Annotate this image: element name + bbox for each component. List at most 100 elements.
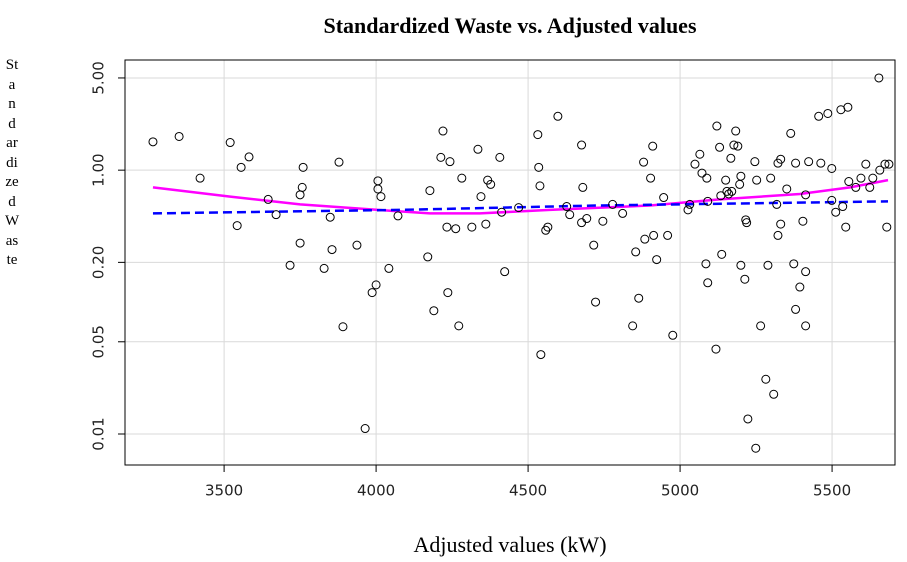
point xyxy=(457,173,467,183)
point xyxy=(685,199,695,209)
point xyxy=(868,173,878,183)
point xyxy=(769,389,779,399)
point xyxy=(648,141,658,151)
point xyxy=(652,255,662,265)
point xyxy=(814,111,824,121)
point xyxy=(827,163,837,173)
point xyxy=(798,216,808,226)
point xyxy=(729,140,739,150)
point xyxy=(752,175,762,185)
point xyxy=(295,238,305,248)
point xyxy=(683,205,693,215)
x-axis-label: Adjusted values (kW) xyxy=(413,532,606,557)
point xyxy=(497,207,507,217)
point xyxy=(712,121,722,131)
point xyxy=(735,179,745,189)
point xyxy=(844,177,854,187)
point xyxy=(690,159,700,169)
point xyxy=(334,157,344,167)
point xyxy=(763,260,773,270)
point xyxy=(371,280,381,290)
point xyxy=(861,159,871,169)
point xyxy=(751,443,761,453)
point xyxy=(589,240,599,250)
point xyxy=(702,173,712,183)
point xyxy=(715,142,725,152)
point xyxy=(429,306,439,316)
point xyxy=(731,126,741,136)
point xyxy=(856,173,866,183)
point xyxy=(727,186,737,196)
point xyxy=(865,182,875,192)
point xyxy=(425,186,435,196)
point xyxy=(782,184,792,194)
point xyxy=(543,222,553,232)
point xyxy=(285,260,295,270)
point xyxy=(384,263,394,273)
point xyxy=(445,157,455,167)
point xyxy=(338,322,348,332)
point xyxy=(536,350,546,360)
fit-line xyxy=(152,178,889,215)
y-tick-label: 1.00 xyxy=(90,153,108,186)
point xyxy=(263,194,273,204)
x-tick-label: 4500 xyxy=(509,482,547,500)
plot-area: 3500 4000 4500 5000 5500 5.00 1.00 0.20 0.05 0.01 xyxy=(90,59,896,500)
point xyxy=(740,274,750,284)
point xyxy=(736,260,746,270)
point xyxy=(236,162,246,172)
point xyxy=(726,153,736,163)
point xyxy=(884,159,894,169)
point xyxy=(467,222,477,232)
point xyxy=(298,162,308,172)
point xyxy=(717,249,727,259)
point xyxy=(801,267,811,277)
point xyxy=(827,195,837,205)
point xyxy=(454,321,464,331)
point xyxy=(841,222,851,232)
point xyxy=(618,208,628,218)
point xyxy=(495,152,505,162)
point xyxy=(608,199,618,209)
y-tick-label: 0.20 xyxy=(90,246,108,279)
point xyxy=(244,152,254,162)
y-tick-label: 0.05 xyxy=(90,325,108,358)
point xyxy=(743,414,753,424)
point xyxy=(598,216,608,226)
point xyxy=(297,182,307,192)
point xyxy=(851,182,861,192)
point xyxy=(880,159,890,169)
point xyxy=(722,186,732,196)
point xyxy=(438,126,448,136)
point xyxy=(443,288,453,298)
point xyxy=(393,211,403,221)
point xyxy=(823,108,833,118)
point xyxy=(373,184,383,194)
point xyxy=(360,424,370,434)
point xyxy=(639,157,649,167)
x-tick-label: 5000 xyxy=(661,482,699,500)
point xyxy=(376,192,386,202)
point xyxy=(232,221,242,231)
point xyxy=(646,173,656,183)
point xyxy=(801,190,811,200)
point xyxy=(875,165,885,175)
point xyxy=(701,259,711,269)
point xyxy=(789,259,799,269)
point xyxy=(225,138,235,148)
point xyxy=(703,196,713,206)
y-tick-label: 5.00 xyxy=(90,61,108,94)
point xyxy=(553,111,563,121)
point xyxy=(500,267,510,277)
point xyxy=(195,173,205,183)
point xyxy=(659,193,669,203)
point xyxy=(816,158,826,168)
point xyxy=(631,247,641,257)
point xyxy=(534,162,544,172)
fit-line xyxy=(152,200,889,215)
point xyxy=(373,176,383,186)
point xyxy=(742,218,752,228)
point xyxy=(565,210,575,220)
point xyxy=(451,224,461,234)
